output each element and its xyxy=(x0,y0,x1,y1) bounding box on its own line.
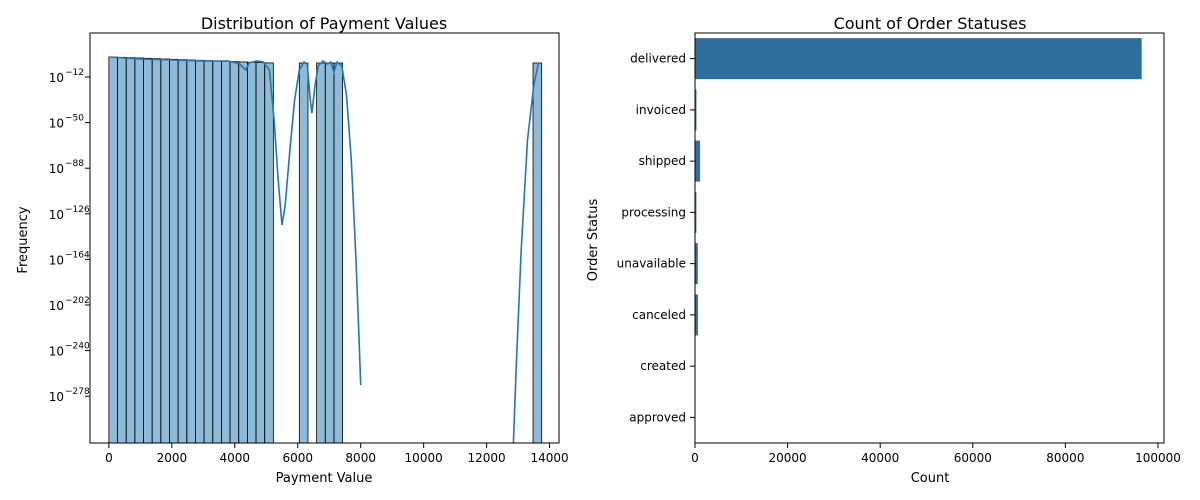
hist-bar xyxy=(125,57,136,444)
hist-y-tick-exponent: −278 xyxy=(65,387,90,397)
hist-bar xyxy=(333,62,343,444)
hist-bar xyxy=(324,62,335,444)
status-x-ticks: 0 20000 40000 60000 80000 100000 xyxy=(691,443,1181,465)
hist-y-tick-exponent: −240 xyxy=(65,342,90,352)
hist-bar xyxy=(229,61,240,444)
status-x-tick-label: 0 xyxy=(691,451,699,465)
status-category-label: shipped xyxy=(639,154,686,168)
status-x-tick-label: 100000 xyxy=(1135,451,1181,465)
status-category-label: approved xyxy=(629,410,686,424)
hist-x-tick-label: 2000 xyxy=(157,451,188,465)
hist-bar xyxy=(221,60,231,444)
hist-kde-line xyxy=(108,56,540,444)
hist-bar xyxy=(316,62,326,444)
order-status-chart: Count of Order Statuses 0 20000 40000 60000… xyxy=(586,14,1181,486)
status-bar-canceled xyxy=(695,294,698,336)
hist-bar xyxy=(203,60,214,444)
hist-y-tick-exponent: −12 xyxy=(65,68,84,78)
status-category-label: processing xyxy=(621,205,686,219)
hist-x-ticks: 0 2000 4000 6000 8000 10000 12000 14000 xyxy=(105,443,569,465)
status-x-tick-label: 80000 xyxy=(1046,451,1084,465)
status-bars xyxy=(695,38,1142,438)
hist-bar xyxy=(255,62,266,444)
hist-x-tick-label: 12000 xyxy=(468,451,506,465)
hist-bar xyxy=(264,62,274,444)
status-x-tick-label: 20000 xyxy=(769,451,807,465)
hist-bars xyxy=(108,56,543,444)
status-category-label: delivered xyxy=(630,52,686,66)
hist-bar xyxy=(177,59,188,444)
hist-y-tick-label: 10 xyxy=(49,299,64,313)
status-y-label: Order Status xyxy=(586,199,601,282)
hist-y-label: Frequency xyxy=(16,206,31,273)
status-category-label: canceled xyxy=(632,308,686,322)
hist-y-tick-exponent: −50 xyxy=(65,114,84,124)
hist-bar xyxy=(238,61,248,444)
hist-y-tick-label: 10 xyxy=(49,208,64,222)
hist-bar xyxy=(143,57,153,444)
hist-x-tick-label: 14000 xyxy=(530,451,568,465)
hist-x-tick-label: 0 xyxy=(105,451,113,465)
hist-title: Distribution of Payment Values xyxy=(201,14,447,33)
payment-histogram-chart: Distribution of Payment Values 0 2000 4000… xyxy=(16,14,569,486)
hist-bar xyxy=(134,57,144,444)
hist-bar xyxy=(212,60,222,444)
hist-x-tick-label: 4000 xyxy=(220,451,251,465)
status-y-ticks: delivered invoiced shipped processing unavai… xyxy=(617,52,695,424)
hist-y-tick-exponent: −164 xyxy=(65,250,90,260)
hist-plot-frame xyxy=(89,32,560,444)
status-plot-frame xyxy=(694,32,1165,444)
hist-bar xyxy=(246,61,257,444)
status-category-label: created xyxy=(640,359,686,373)
status-bar-shipped xyxy=(695,140,701,182)
hist-bar xyxy=(160,58,170,444)
status-bar-unavailable xyxy=(695,243,698,285)
hist-bar xyxy=(186,59,196,444)
hist-x-tick-label: 8000 xyxy=(345,451,376,465)
status-x-label: Count xyxy=(911,471,950,486)
hist-y-tick-label: 10 xyxy=(49,253,64,267)
hist-y-tick-label: 10 xyxy=(49,345,64,359)
hist-y-tick-label: 10 xyxy=(49,117,64,131)
hist-y-tick-exponent: −88 xyxy=(65,159,84,169)
hist-y-tick-label: 10 xyxy=(49,162,64,176)
hist-x-tick-label: 10000 xyxy=(405,451,443,465)
hist-y-tick-label: 10 xyxy=(49,390,64,404)
hist-x-label: Payment Value xyxy=(276,471,373,486)
status-x-tick-label: 60000 xyxy=(954,451,992,465)
status-bar-delivered xyxy=(695,38,1142,80)
status-bar-invoiced xyxy=(695,89,697,131)
hist-bar xyxy=(108,56,118,444)
hist-y-tick-exponent: −126 xyxy=(65,205,90,215)
hist-x-tick-label: 6000 xyxy=(282,451,313,465)
hist-bar xyxy=(169,58,179,444)
hist-bar xyxy=(532,62,543,444)
hist-y-tick-label: 10 xyxy=(49,71,64,85)
hist-bar xyxy=(151,58,162,444)
hist-bar xyxy=(117,56,127,444)
hist-y-tick-exponent: −202 xyxy=(65,296,90,306)
status-x-tick-label: 40000 xyxy=(861,451,899,465)
hist-bar xyxy=(298,62,309,444)
hist-bar xyxy=(195,59,205,444)
status-title: Count of Order Statuses xyxy=(834,14,1027,33)
status-category-label: invoiced xyxy=(636,103,686,117)
status-category-label: unavailable xyxy=(617,257,686,271)
status-bar-processing xyxy=(695,191,697,233)
